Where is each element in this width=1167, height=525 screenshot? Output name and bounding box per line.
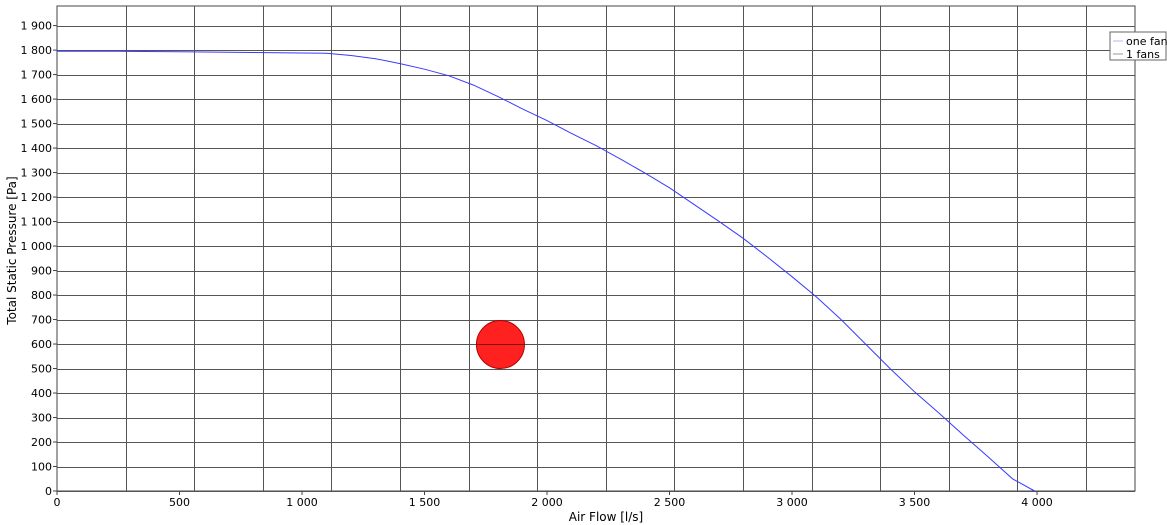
y-tick-label: 700 (31, 314, 52, 327)
y-tick-label: 100 (31, 461, 52, 474)
x-tick-label: 3 500 (899, 496, 931, 509)
y-tick-label: 600 (31, 338, 52, 351)
y-tick-label: 1 400 (21, 142, 53, 155)
y-tick-label: 0 (45, 485, 52, 498)
fan-curve-line (57, 50, 1035, 492)
y-tick-label: 1 000 (21, 240, 53, 253)
y-tick-label: 300 (31, 412, 52, 425)
x-tick-label: 2 000 (531, 496, 563, 509)
y-tick-label: 900 (31, 265, 52, 278)
legend-box (1109, 31, 1167, 61)
x-tick-label: 0 (54, 496, 61, 509)
operating-point-layer (475, 320, 525, 370)
y-tick-label: 800 (31, 289, 52, 302)
y-tick-label: 1 700 (21, 69, 53, 82)
y-tick-label: 1 100 (21, 216, 53, 229)
x-axis-title: Air Flow [l/s] (569, 510, 644, 524)
y-axis-ticks: 0 100 200 300 400 500 600 700 800 900 1 000 1 100 1 … (21, 20, 57, 498)
x-tick-label: 2 500 (654, 496, 686, 509)
y-tick-label: 1 300 (21, 167, 53, 180)
y-tick-label: 400 (31, 387, 52, 400)
y-tick-label: 1 800 (21, 44, 53, 57)
x-tick-label: 1 500 (409, 496, 441, 509)
x-tick-label: 1 000 (286, 496, 318, 509)
plot-frame (56, 5, 1136, 492)
x-tick-label: 4 000 (1021, 496, 1053, 509)
y-tick-label: 1 200 (21, 191, 53, 204)
y-tick-label: 1 600 (21, 93, 53, 106)
y-tick-label: 500 (31, 363, 52, 376)
legend-label: one fan (1126, 35, 1167, 48)
x-tick-label: 500 (169, 496, 190, 509)
y-tick-label: 200 (31, 436, 52, 449)
y-tick-label: 1 500 (21, 118, 53, 131)
y-tick-label: 1 900 (21, 20, 53, 33)
legend-label: 1 fans (1126, 48, 1160, 61)
y-axis-title: Total Static Pressure [Pa] (5, 176, 19, 325)
x-axis-ticks: 0 500 1 000 1 500 2 000 2 500 3 000 3 500 4 000 (54, 491, 1053, 509)
plot-area (56, 5, 1136, 492)
x-tick-label: 3 000 (776, 496, 808, 509)
grid-lines (57, 6, 1135, 492)
series-layer (57, 50, 1035, 492)
